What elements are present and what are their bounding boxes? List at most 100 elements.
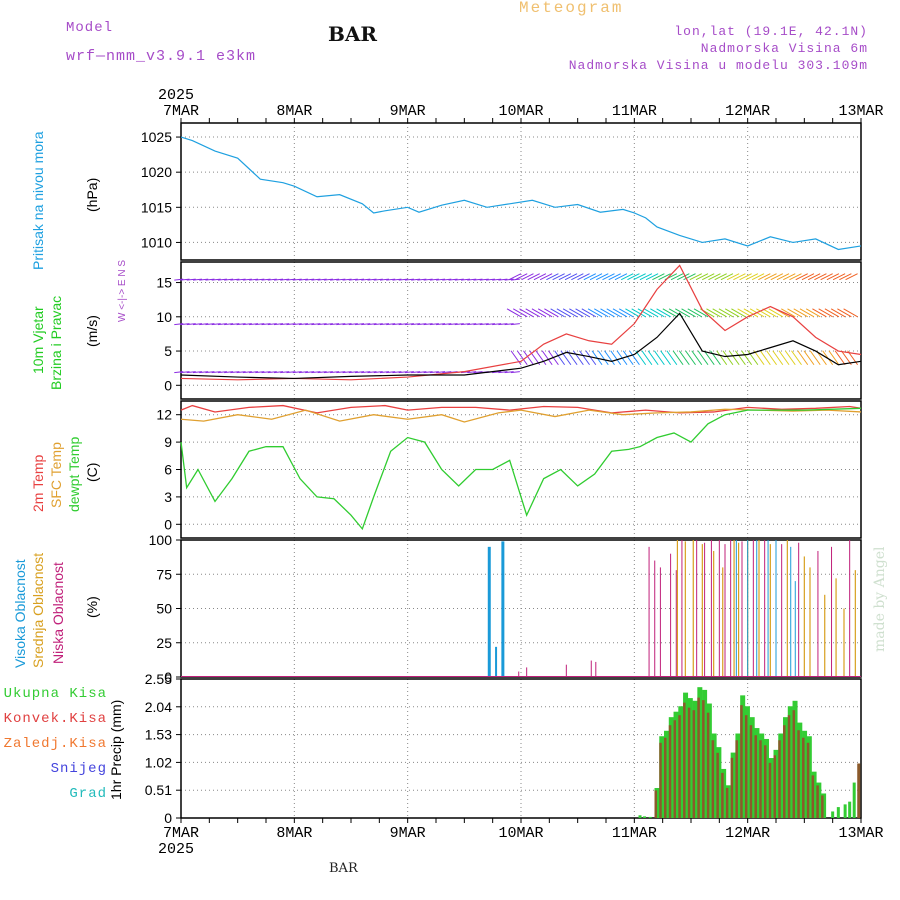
wind-barb xyxy=(781,308,796,318)
wind-barb xyxy=(342,371,352,374)
wind-barb xyxy=(695,273,709,281)
wind-barb xyxy=(683,273,696,281)
wind-barb xyxy=(828,350,840,366)
time-tick-top: 9MAR xyxy=(390,103,426,120)
wind-barb xyxy=(398,323,408,326)
wind-barb xyxy=(492,323,502,326)
wind-barb xyxy=(787,308,802,318)
wind-barb xyxy=(635,350,647,366)
wind-barb xyxy=(803,350,815,366)
wind-barb xyxy=(267,278,277,281)
convective-precip-bar xyxy=(730,757,734,818)
wind-barb xyxy=(373,323,383,326)
cloud-tick-label: 100 xyxy=(149,532,173,548)
mid-cloud-bar xyxy=(722,567,724,677)
wind-barb xyxy=(398,371,408,374)
wind-barb xyxy=(211,278,221,281)
wind-barb xyxy=(647,350,659,366)
wind-barb xyxy=(261,323,271,326)
wind-barb xyxy=(436,323,446,326)
wind-barb xyxy=(564,273,578,281)
low-cloud-bar xyxy=(659,567,661,677)
wind-barb xyxy=(460,278,471,281)
wind-barb xyxy=(255,278,265,281)
wind-barb xyxy=(625,308,640,318)
wind-barb xyxy=(373,371,383,374)
dewpt-ylabel: dewpt Temp xyxy=(66,436,82,512)
wind-barb xyxy=(519,308,534,318)
low-cloud-bar xyxy=(696,540,698,677)
wind-barb xyxy=(766,350,777,366)
cloud-tick-label: 0 xyxy=(164,669,172,685)
time-tick-bottom: 13MAR xyxy=(838,825,883,842)
wind-barb xyxy=(379,371,390,374)
convective-precip-bar xyxy=(668,725,672,818)
high-cloud-bar xyxy=(775,540,777,677)
wind-barb xyxy=(554,350,566,366)
wind-barb xyxy=(242,278,252,281)
wind-barb xyxy=(292,323,302,326)
convective-precip-bar xyxy=(711,740,715,818)
wind-barb xyxy=(677,273,690,281)
wind-barb xyxy=(531,308,547,318)
time-tick-top: 7MAR xyxy=(163,103,199,120)
wind-barb xyxy=(627,273,640,281)
wind-barb xyxy=(525,308,540,318)
time-tick-bottom: 7MAR xyxy=(163,825,199,842)
time-tick-bottom: 12MAR xyxy=(725,825,770,842)
wind-barb xyxy=(386,371,396,374)
wind-barb xyxy=(498,278,508,281)
mid-cloud-bar xyxy=(758,540,760,677)
pressure-tick-label: 1015 xyxy=(141,199,172,215)
temp-panel-frame xyxy=(180,400,862,539)
temp-tick-label: 3 xyxy=(164,489,172,505)
convective-precip-bar xyxy=(811,775,815,818)
year-label-top: 2025 xyxy=(158,87,194,104)
wind-barb xyxy=(645,273,659,281)
mid-cloud-ylabel: Srednja Oblacnost xyxy=(30,552,46,668)
low-cloud-ylabel: Niska Oblacnost xyxy=(50,562,66,664)
wind-barb xyxy=(606,308,621,318)
wind-barb xyxy=(515,273,528,281)
wind-barb xyxy=(174,371,184,374)
lonlat-label: lon,lat (19.1E, 42.1N) xyxy=(674,24,868,39)
temp-line-2 xyxy=(180,407,862,531)
mid-cloud-bar xyxy=(733,540,735,677)
convective-precip-bar xyxy=(673,720,677,818)
time-tick-top: 10MAR xyxy=(498,103,543,120)
wind-barb xyxy=(581,308,597,318)
wind-barb xyxy=(498,323,508,326)
convective-precip-bar xyxy=(821,795,824,818)
mid-cloud-bar xyxy=(809,567,811,677)
convective-precip-bar xyxy=(725,787,729,818)
wind-barb xyxy=(348,278,358,281)
wind-barb xyxy=(448,323,458,326)
high-cloud-bar xyxy=(735,540,737,677)
page-title: BAR xyxy=(328,22,378,46)
wind-barb xyxy=(594,308,609,318)
wind-barb xyxy=(666,350,678,366)
convective-precip-bar xyxy=(773,755,776,818)
wind-barb xyxy=(323,371,333,374)
wind-barb xyxy=(597,350,609,366)
low-cloud-bar xyxy=(724,544,726,677)
low-cloud-bar xyxy=(670,553,672,677)
time-tick-top: 13MAR xyxy=(838,103,883,120)
wind-barb xyxy=(537,308,553,318)
convective-precip-bar xyxy=(697,697,700,818)
legend-frozen-rain: Zaledj.Kisa xyxy=(3,736,107,752)
wind-barb xyxy=(506,308,522,318)
wind-barb xyxy=(741,350,753,366)
temp-line-0 xyxy=(180,404,862,414)
wind-barb xyxy=(516,350,528,366)
wind-barb xyxy=(714,273,727,281)
wind-barb xyxy=(454,278,464,281)
wind-barb xyxy=(620,273,634,281)
wind-barb xyxy=(552,273,565,281)
convective-precip-bar xyxy=(659,742,662,818)
wind-barb xyxy=(656,308,671,318)
altitude-label: Nadmorska Visina 6m xyxy=(700,41,868,56)
precip-tick-label: 1.53 xyxy=(145,727,172,743)
wind-barb xyxy=(330,278,340,281)
temp2m-ylabel: 2m Temp xyxy=(30,454,46,512)
